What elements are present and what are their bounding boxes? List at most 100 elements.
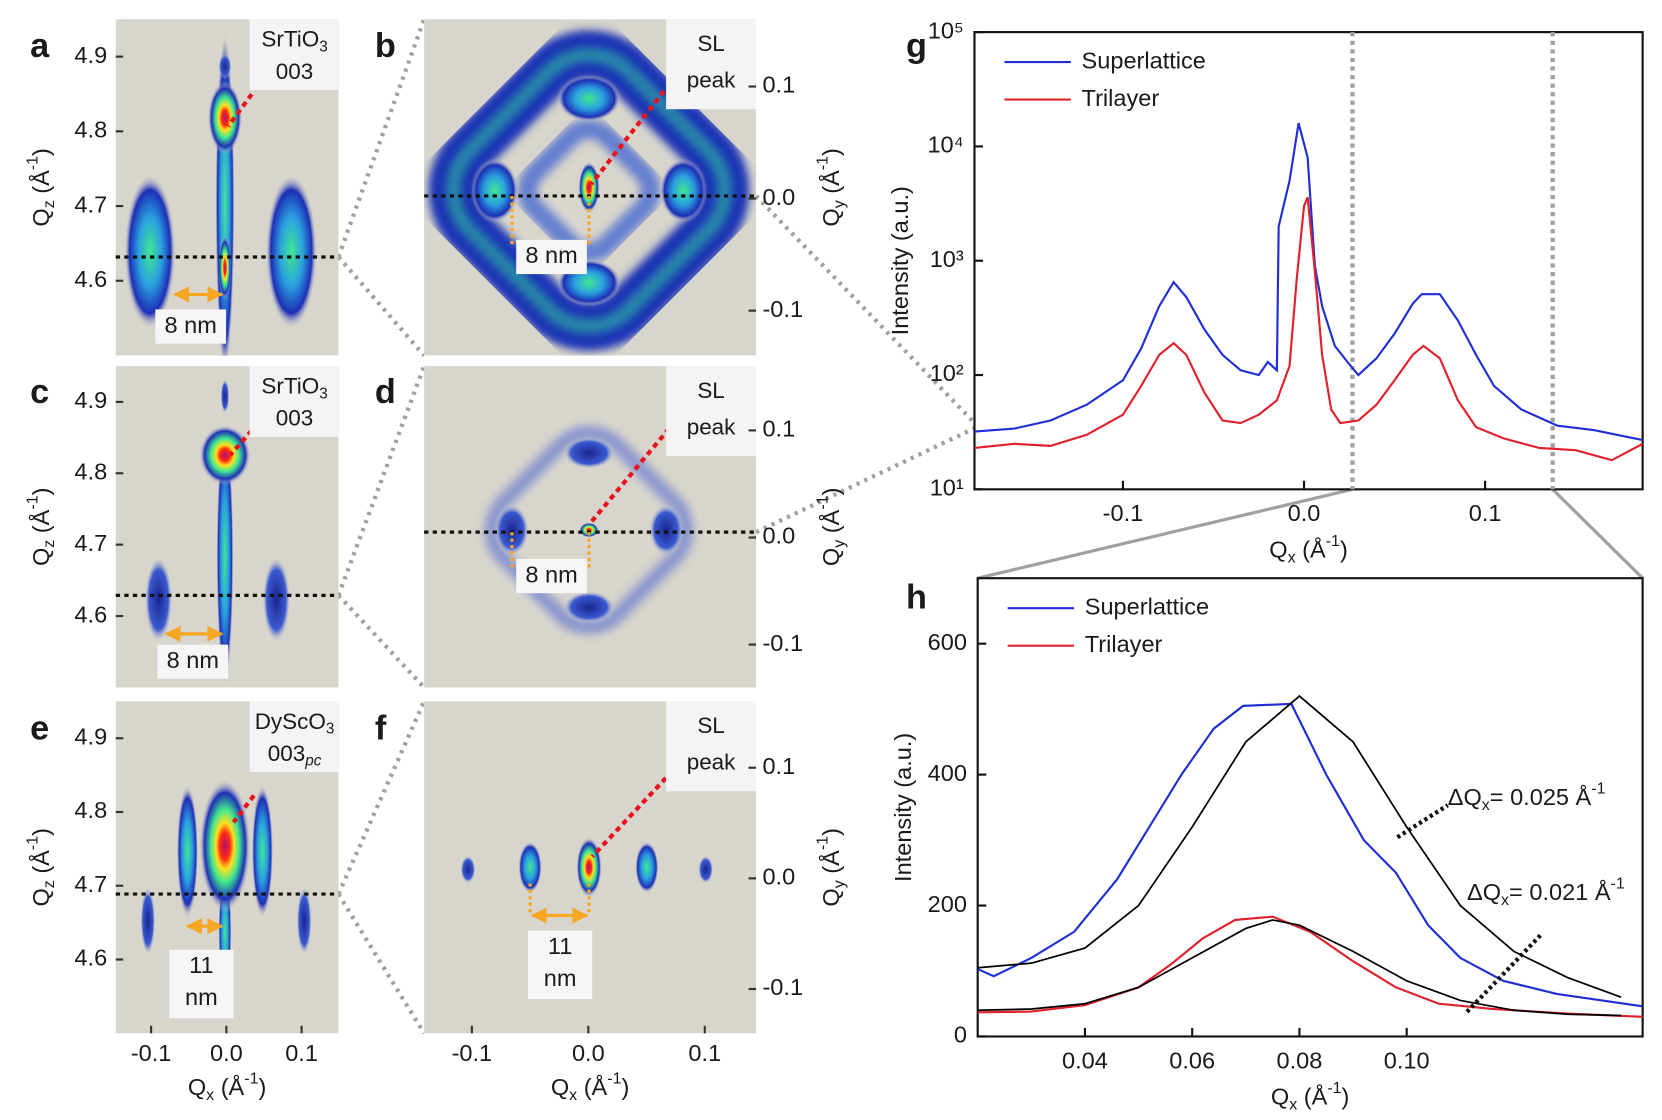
panel: d SL peak 8 nm -0.1 0.0 0.1 Qy (Å-1) xyxy=(375,366,848,688)
map-peak xyxy=(576,837,602,898)
map-peak xyxy=(218,235,232,300)
text-part: -1 xyxy=(1327,1080,1341,1097)
map-ring xyxy=(445,47,733,334)
text-part: = 0.025 Å xyxy=(1490,783,1592,810)
text-part: 003 xyxy=(268,741,305,766)
x-axis-label: Qx (Å-1) xyxy=(1271,1080,1350,1113)
text-part: peak xyxy=(687,749,736,774)
series-line xyxy=(974,122,1643,442)
size-label-box xyxy=(516,239,587,275)
panel: h 0 200 400 600 0.04 0.06 0.08 0.10 Intensity (a.… xyxy=(890,577,1644,1114)
y-tick-label: 4.8 xyxy=(74,458,107,484)
label-box-text: peak xyxy=(687,67,736,92)
text-part: 003 xyxy=(276,406,314,431)
map-peak xyxy=(220,379,230,414)
y-axis-label: Qz (Å-1) xyxy=(25,828,58,907)
panel-letter: e xyxy=(30,709,49,747)
text-part: x xyxy=(1289,1097,1297,1114)
y-tick-label: 4.6 xyxy=(74,601,107,627)
text-part: y xyxy=(831,880,848,888)
text-part: -1 xyxy=(815,836,832,850)
map-peak xyxy=(659,158,707,223)
text-part: z xyxy=(41,200,58,208)
map-peak xyxy=(648,504,684,556)
text-part: Q xyxy=(818,208,844,226)
legend-label: Superlattice xyxy=(1085,593,1209,619)
text-part: Q xyxy=(818,548,844,566)
text-part: SL xyxy=(697,31,724,56)
label-box-text: 003 xyxy=(276,406,314,431)
map-peak xyxy=(563,436,615,469)
size-label: 8 nm xyxy=(525,242,577,268)
y-tick-label: 0.1 xyxy=(762,72,795,98)
map-peak xyxy=(218,53,232,80)
text-part: ) xyxy=(1340,537,1348,563)
map-peak xyxy=(556,74,622,123)
panel-letter: d xyxy=(375,373,396,411)
series-line xyxy=(977,702,1643,1008)
text-part: Q xyxy=(1269,537,1287,563)
text-part: Q xyxy=(28,208,54,226)
panel: c SrTiO3 003 8 nm 4.6 4.7 4.8 4.9 Qz (Å-1) xyxy=(25,366,340,688)
map-peak xyxy=(144,556,173,643)
text-part: Q xyxy=(188,1074,206,1100)
text-part: -1 xyxy=(815,495,832,509)
map-peak xyxy=(207,81,243,155)
text-part: (Å xyxy=(817,509,844,539)
text-part: -1 xyxy=(607,1071,621,1088)
annotation-line xyxy=(1465,932,1544,1014)
y-tick-label: 4.7 xyxy=(74,871,107,897)
text-part: x xyxy=(569,1087,577,1104)
text-part: (Å xyxy=(27,850,54,880)
text-part: (Å xyxy=(27,170,54,200)
text-part: 3 xyxy=(319,385,327,402)
map-peak xyxy=(578,161,600,214)
size-label: nm xyxy=(185,984,218,1010)
panel-letter: f xyxy=(375,709,387,747)
panel: b SL peak 8 nm -0.1 0.0 0.1 Qy (Å-1) xyxy=(375,19,848,356)
y-tick-label: 10² xyxy=(930,360,964,386)
y-tick-label: -0.1 xyxy=(762,630,803,656)
y-tick-label: 4.6 xyxy=(74,945,107,971)
text-part: ) xyxy=(28,828,54,836)
pointer-line xyxy=(590,769,675,859)
y-tick-label: 4.8 xyxy=(74,117,107,143)
y-axis-label: Intensity (a.u.) xyxy=(890,733,916,882)
x-axis-label: Qx (Å-1) xyxy=(551,1071,630,1104)
label-box-text: 003 xyxy=(276,59,314,84)
text-part: ) xyxy=(818,148,844,156)
pointer-line xyxy=(589,89,666,186)
text-part: x xyxy=(206,1087,214,1104)
text-part: z xyxy=(41,540,58,548)
text-part: 3 xyxy=(326,721,334,738)
text-part: pc xyxy=(304,753,321,770)
text-part: (Å xyxy=(214,1073,244,1100)
x-axis-label: Qx (Å-1) xyxy=(1269,533,1348,566)
pointer-line xyxy=(587,426,671,527)
size-label: 11 xyxy=(189,952,213,978)
label-box-text: peak xyxy=(687,749,736,774)
panel: a SrTiO3 003 8 nm 4.6 4.7 4.8 4.9 Qz (Å-1) xyxy=(25,19,340,356)
series-line xyxy=(977,694,1622,999)
map-peak xyxy=(460,855,476,884)
zoom-line xyxy=(336,892,426,1035)
text-part: -1 xyxy=(25,495,42,509)
text-part: y xyxy=(831,200,848,208)
y-axis-label: Qy (Å-1) xyxy=(815,828,848,907)
y-tick-label: 4.9 xyxy=(74,387,107,413)
y-tick-label: 200 xyxy=(928,891,967,917)
map-peak xyxy=(216,428,234,686)
map-image xyxy=(124,32,318,356)
text-part: SrTiO xyxy=(261,27,319,52)
map-image xyxy=(140,779,312,996)
text-part: ) xyxy=(28,488,54,496)
text-part: x xyxy=(1501,892,1509,909)
size-label: nm xyxy=(544,965,577,991)
zoom-line xyxy=(977,487,1353,580)
pointer-line xyxy=(226,92,254,128)
text-part: (Å xyxy=(1296,536,1326,563)
text-part: Q xyxy=(818,888,844,906)
